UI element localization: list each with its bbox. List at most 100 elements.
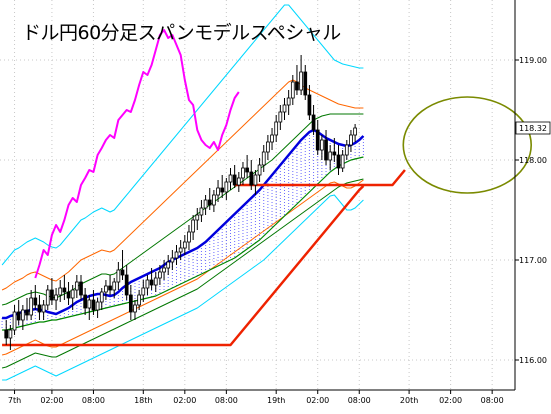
candle-body: [116, 269, 121, 283]
candle-body: [158, 271, 162, 279]
candle: [20, 305, 25, 330]
candle-body: [29, 297, 34, 316]
candle: [33, 285, 38, 310]
candle: [153, 272, 158, 292]
x-tick-label: 18th: [134, 396, 152, 405]
candle-body: [324, 139, 328, 161]
candle-body: [307, 94, 312, 116]
last-price-box: [515, 121, 551, 135]
candle-body: [349, 134, 353, 146]
candle: [62, 275, 67, 300]
x-tick-label: 02:00: [173, 396, 196, 405]
candle-body: [282, 104, 287, 113]
y-tick-label: 118.00: [519, 156, 547, 165]
candle: [187, 225, 191, 250]
candle: [340, 150, 345, 172]
candle: [307, 85, 312, 120]
candle: [328, 145, 333, 170]
candle: [245, 155, 249, 178]
candle-body: [303, 71, 308, 96]
candle: [124, 265, 129, 300]
candle-body: [137, 294, 141, 306]
price-tag-layer: 118.32: [515, 121, 551, 135]
candle-body: [286, 97, 291, 106]
candle: [37, 295, 42, 320]
candle-body: [91, 299, 96, 311]
candle-body: [16, 311, 21, 321]
candle-body: [191, 219, 195, 233]
candle-body: [290, 81, 295, 99]
candle: [224, 178, 229, 200]
candle-body: [232, 174, 237, 186]
candle: [303, 65, 308, 100]
grid-layer: [0, 0, 515, 390]
series-line-3: [2, 185, 365, 347]
candle-body: [320, 139, 324, 151]
candle: [145, 275, 150, 295]
candle: [182, 235, 187, 255]
candle: [195, 208, 200, 230]
candle: [87, 295, 92, 320]
candle-body: [336, 154, 341, 169]
x-tick-label: 19th: [267, 396, 285, 405]
candle: [199, 200, 204, 222]
candle: [207, 188, 212, 210]
candle-body: [128, 294, 133, 313]
x-tick-label: 08:00: [82, 396, 105, 405]
series-line-0: [34, 29, 240, 279]
chart-title: ドル円60分足スパンモデルスペシャル: [22, 22, 341, 44]
series-line-10: [1, 178, 364, 369]
line-layer: [1, 4, 406, 381]
candle: [133, 300, 137, 320]
y-tick-label: 116.00: [519, 356, 547, 365]
candle-body: [216, 187, 220, 196]
candle: [286, 90, 291, 115]
candle-body: [195, 214, 200, 221]
candle: [50, 278, 54, 305]
candle-body: [37, 304, 42, 313]
last-price-label: 118.32: [519, 124, 547, 133]
x-tick-label: 02:00: [306, 396, 329, 405]
series-line-6: [2, 194, 364, 381]
candle: [8, 325, 13, 350]
candle: [79, 275, 83, 300]
candle-body: [295, 81, 299, 91]
candle-body: [212, 194, 216, 206]
candle-body: [299, 71, 303, 91]
candle-body: [315, 129, 320, 151]
candle: [178, 240, 183, 260]
candle-body: [199, 207, 204, 216]
candle-body: [203, 199, 208, 209]
x-tick-label: 20th: [400, 396, 418, 405]
candle-body: [224, 181, 229, 193]
candle: [266, 135, 270, 160]
series-line-5: [1, 4, 364, 266]
candle-body: [166, 261, 171, 269]
candle-body: [174, 251, 179, 259]
y-tick-label: 117.00: [519, 256, 547, 265]
plot-background: [0, 0, 515, 390]
candle-body: [70, 289, 75, 299]
series-line-7: [1, 79, 364, 291]
candle-body: [45, 289, 50, 306]
candle-body: [187, 231, 191, 243]
candle: [203, 195, 208, 215]
candle: [282, 98, 287, 120]
candle-body: [241, 167, 245, 179]
candle-body: [99, 291, 104, 303]
candle: [166, 255, 171, 275]
candle: [74, 275, 79, 298]
candle: [104, 280, 108, 300]
candle-body: [4, 329, 9, 339]
x-tick-label: 08:00: [481, 396, 504, 405]
candle: [299, 55, 303, 95]
candle-body: [220, 187, 225, 193]
candle: [137, 290, 141, 310]
candle: [320, 135, 324, 160]
candle-layer: [4, 55, 357, 350]
candle: [290, 75, 295, 105]
candle-body: [41, 304, 46, 313]
candle: [311, 105, 316, 135]
candle-body: [79, 281, 83, 296]
